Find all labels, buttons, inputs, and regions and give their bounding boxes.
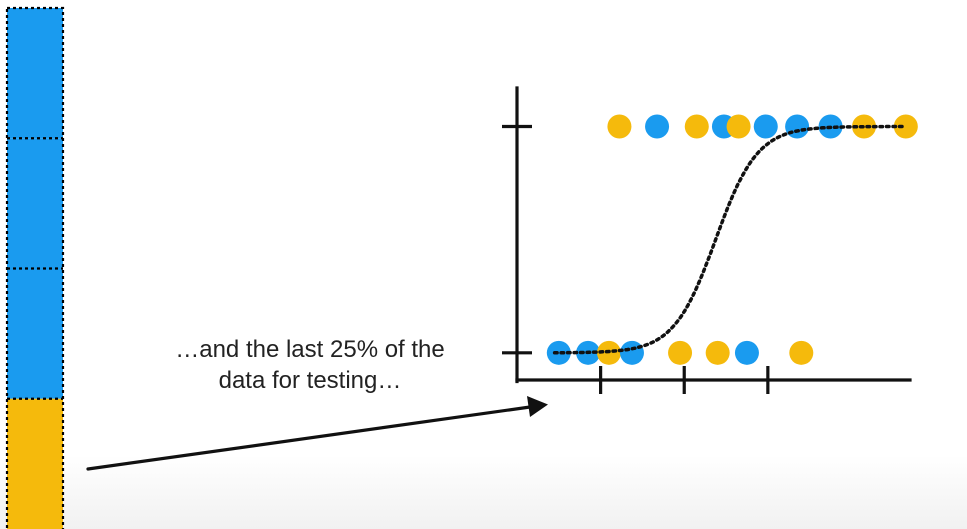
caption-line-1: …and the last 25% of the — [175, 336, 445, 363]
logistic-curve — [552, 124, 908, 355]
data-point-blue — [734, 340, 759, 365]
chart-axes — [502, 86, 912, 394]
data-point-yellow — [705, 340, 730, 365]
scatter-chart — [502, 86, 918, 394]
data-point-yellow — [668, 340, 693, 365]
data-point-blue — [753, 114, 778, 139]
column-outline — [5, 6, 65, 529]
column-segment-train — [7, 138, 63, 269]
column-segment-train — [7, 268, 63, 399]
arrow-head — [527, 396, 548, 417]
data-column — [5, 6, 65, 529]
data-point-blue — [619, 340, 644, 365]
data-point-blue — [785, 114, 810, 139]
data-point-yellow — [607, 114, 632, 139]
pointer-arrow — [86, 396, 548, 471]
caption: …and the last 25% of the data for testin… — [130, 334, 490, 396]
data-point-yellow — [684, 114, 709, 139]
curve-path — [552, 124, 908, 355]
column-segment-train — [7, 8, 63, 139]
data-point-yellow — [726, 114, 751, 139]
data-points — [546, 114, 918, 365]
caption-line-2: data for testing… — [218, 367, 402, 394]
data-point-yellow — [893, 114, 918, 139]
column-segment-test — [7, 398, 63, 529]
data-point-blue — [645, 114, 670, 139]
data-point-yellow — [789, 340, 814, 365]
arrow-shaft — [86, 405, 532, 471]
